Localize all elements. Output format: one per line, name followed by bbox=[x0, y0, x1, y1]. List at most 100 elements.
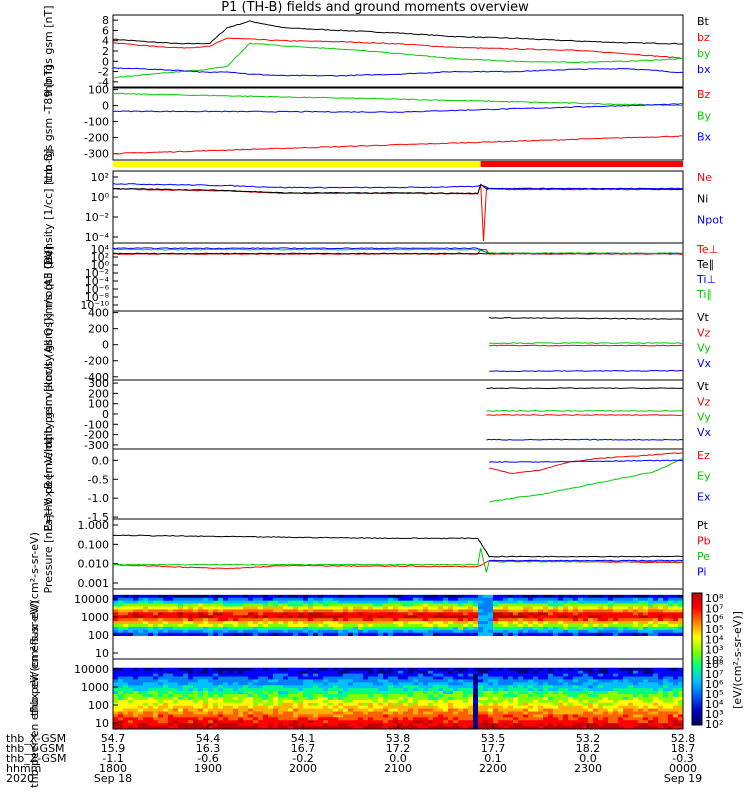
x-tick-value: 0.0 bbox=[389, 752, 407, 765]
y-tick-label: 1000 bbox=[81, 681, 109, 694]
series-bx-line bbox=[113, 67, 684, 77]
panel-2: thb fgs gsm -T89 [nT] 100 0 -100 -200 -300 Bz B… bbox=[42, 65, 712, 183]
y-tick-label: -200 bbox=[84, 355, 109, 368]
colorbar-tick-label: 10⁶ bbox=[705, 678, 724, 691]
legend-vt: Vt bbox=[697, 380, 710, 393]
colorbar: 10⁸10⁷10⁶10⁵10⁴10³10²10⁸10⁷10⁶10⁵10⁴10³1… bbox=[691, 592, 744, 731]
y-tick-label: 10 bbox=[95, 717, 109, 730]
x-axis-table: thb_X-GSM 54.7 54.4 54.1 53.8 53.5 53.2 52.8 thb… bbox=[6, 724, 702, 785]
y-tick-label: 6 bbox=[102, 24, 109, 37]
y-tick-label: 100 bbox=[88, 699, 109, 712]
y-tick-label: 0 bbox=[102, 408, 109, 421]
x-tick-value: 0000 bbox=[669, 762, 697, 775]
y-tick-label: 0 bbox=[102, 55, 109, 68]
legend-te⊥: Te⊥ bbox=[696, 243, 718, 256]
y-tick-label: -200 bbox=[84, 132, 109, 145]
x-tick-value: 1800 bbox=[99, 762, 127, 775]
legend-ti∥: Ti∥ bbox=[696, 288, 712, 301]
x-tick-value: 2300 bbox=[574, 762, 602, 775]
colorbar-tick-label: 10² bbox=[705, 718, 723, 731]
panel-frame bbox=[112, 87, 684, 161]
x-tick-value: -0.3 bbox=[672, 752, 693, 765]
series-bz-line bbox=[112, 135, 684, 155]
legend-pb: Pb bbox=[697, 535, 711, 548]
series-vt-line bbox=[489, 317, 684, 320]
series-by-line bbox=[112, 42, 684, 79]
y-tick-label: 10⁻² bbox=[85, 267, 109, 280]
y-tick-label: 10000 bbox=[74, 663, 109, 676]
legend-vt: Vt bbox=[697, 311, 710, 324]
x-tick-value: 16.3 bbox=[196, 742, 221, 755]
series-ti⊥-line bbox=[112, 247, 684, 255]
series-vy-line bbox=[489, 342, 684, 345]
x-tick-value: Sep 19 bbox=[664, 772, 702, 785]
y-tick-label: 10⁻⁴ bbox=[85, 231, 110, 244]
legend-ey: Ey bbox=[697, 470, 711, 483]
x-tick-value: 2100 bbox=[384, 762, 412, 775]
x-tick-value: 54.1 bbox=[291, 732, 316, 745]
series-vx-line bbox=[486, 438, 684, 441]
y-tick-label: 10⁰ bbox=[91, 191, 110, 204]
y-tick-label: -4 bbox=[98, 76, 109, 89]
series-bz-line bbox=[112, 37, 684, 59]
x-tick-value: 15.9 bbox=[101, 742, 126, 755]
y-tick-label: 300 bbox=[88, 377, 109, 390]
series-pe-line bbox=[112, 547, 684, 573]
y-tick-label: 200 bbox=[88, 387, 109, 400]
y-tick-label: 400 bbox=[88, 307, 109, 320]
x-tick-value: 53.8 bbox=[386, 732, 411, 745]
y-tick-label: 10⁻⁸ bbox=[85, 291, 110, 304]
colorbar-tick-label: 10⁸ bbox=[705, 658, 724, 671]
y-tick-label: 1.000 bbox=[78, 519, 110, 532]
series-ez-line bbox=[489, 452, 684, 474]
y-tick-label: 1000 bbox=[81, 611, 109, 624]
y-tick-label: 10⁻¹⁰ bbox=[80, 299, 109, 312]
y-axis-label: thb peer en eflux eV/(cm²-s-sr-eV) bbox=[28, 600, 41, 787]
legend-bz: Bz bbox=[697, 88, 711, 101]
x-row-label: thb_Y-GSM bbox=[6, 742, 65, 755]
x-row-label: 2020 bbox=[6, 772, 34, 785]
y-tick-label: 8 bbox=[102, 14, 109, 27]
y-tick-label: 0 bbox=[102, 100, 109, 113]
legend-by: by bbox=[697, 47, 711, 60]
y-tick-label: 100 bbox=[88, 629, 109, 642]
colorbar-tick-label: 10² bbox=[705, 654, 723, 667]
x-tick-value: 54.4 bbox=[196, 732, 221, 745]
y-axis-label: Pressure [nPa] bbox=[42, 515, 55, 594]
legend-te∥: Te∥ bbox=[696, 258, 714, 271]
panel-4: moqt3 [eV] 10⁴10²10⁰10⁻²10⁻⁴10⁻⁶10⁻⁸10⁻¹⁰… bbox=[42, 242, 718, 312]
series-bt-line bbox=[112, 20, 684, 45]
y-tick-label: 4 bbox=[102, 35, 109, 48]
x-row-label: thb_X-GSM bbox=[6, 732, 66, 745]
panel-frame bbox=[112, 518, 684, 590]
x-tick-value: 0.0 bbox=[579, 752, 597, 765]
chart-title: P1 (TH-B) fields and ground moments over… bbox=[221, 0, 529, 15]
y-tick-label: 10⁻⁶ bbox=[85, 283, 110, 296]
series-ey-line bbox=[489, 458, 684, 503]
series-vz-line bbox=[489, 344, 684, 347]
y-axis-label: thb fgs gsm -T89 [nT] bbox=[42, 65, 55, 183]
y-tick-label: 10² bbox=[91, 171, 109, 184]
y-tick-label: 100 bbox=[88, 84, 109, 97]
x-tick-value: 18.7 bbox=[671, 742, 696, 755]
x-tick-value: -1.1 bbox=[102, 752, 123, 765]
x-tick-value: 2000 bbox=[289, 762, 317, 775]
legend-vy: Vy bbox=[697, 342, 711, 355]
y-axis-label: thb peir velocity gsm [km/s (All Qs)] bbox=[42, 246, 55, 445]
series-pt-line bbox=[112, 534, 684, 558]
x-tick-value: 1900 bbox=[194, 762, 222, 775]
legend-bx: bx bbox=[697, 63, 711, 76]
legend-bt: Bt bbox=[697, 15, 710, 28]
x-row-label: thb_Z-GSM bbox=[6, 752, 66, 765]
x-tick-value: 54.7 bbox=[101, 732, 126, 745]
y-tick-label: 0.100 bbox=[78, 538, 110, 551]
colorbar-tick-label: 10⁴ bbox=[705, 698, 724, 711]
y-axis-label: thb fgs gsm [nT] bbox=[42, 5, 55, 96]
y-tick-label: 0.0 bbox=[92, 454, 110, 467]
legend-vz: Vz bbox=[697, 326, 711, 339]
y-tick-label: 2 bbox=[102, 45, 109, 58]
legend-ez: Ez bbox=[697, 449, 710, 462]
x-tick-value: 2200 bbox=[479, 762, 507, 775]
panel-10: thb peer en eflux eV/(cm²-s-sr-eV) 10000 1… bbox=[28, 600, 684, 788]
